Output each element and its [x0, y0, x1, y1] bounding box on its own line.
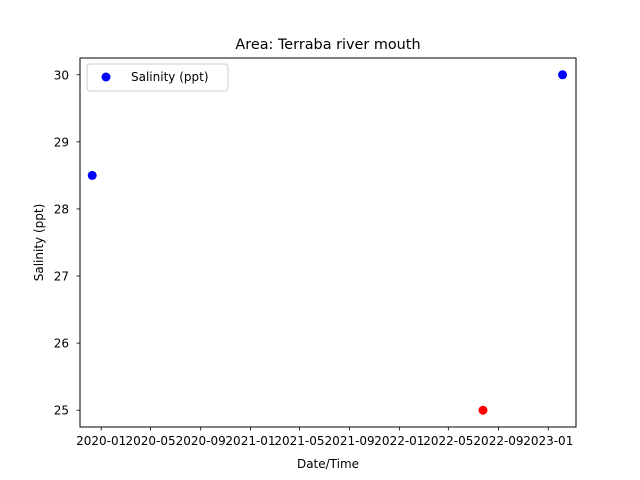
x-tick-label: 2023-01: [523, 434, 573, 448]
y-tick-label: 28: [54, 202, 69, 216]
y-tick-label: 27: [54, 270, 69, 284]
y-tick-label: 30: [54, 68, 69, 82]
x-tick-label: 2020-05: [125, 434, 175, 448]
x-tick-label: 2022-05: [423, 434, 473, 448]
x-tick-label: 2021-01: [225, 434, 275, 448]
x-tick-label: 2020-01: [76, 434, 126, 448]
chart-title: Area: Terraba river mouth: [235, 37, 420, 53]
y-tick-label: 26: [54, 337, 69, 351]
x-axis-label: Date/Time: [297, 457, 359, 471]
data-point: [478, 405, 488, 415]
x-tick-label: 2022-01: [374, 434, 424, 448]
x-tick-label: 2020-09: [176, 434, 226, 448]
x-tick-label: 2021-09: [325, 434, 375, 448]
x-tick-label: 2022-09: [473, 434, 523, 448]
data-points: [87, 70, 568, 415]
y-tick-label: 29: [54, 135, 69, 149]
plot-area: [79, 57, 577, 428]
y-tick-label: 25: [54, 404, 69, 418]
y-axis: 25 26 27 28 29 30: [54, 68, 80, 418]
legend-label: Salinity (ppt): [131, 70, 209, 84]
legend: Salinity (ppt): [86, 63, 229, 92]
y-axis-label: Salinity (ppt): [32, 204, 46, 282]
x-tick-label: 2021-05: [274, 434, 324, 448]
legend-marker: [101, 72, 111, 82]
legend-box: [86, 63, 229, 92]
data-point: [558, 70, 568, 80]
data-point: [87, 170, 97, 180]
